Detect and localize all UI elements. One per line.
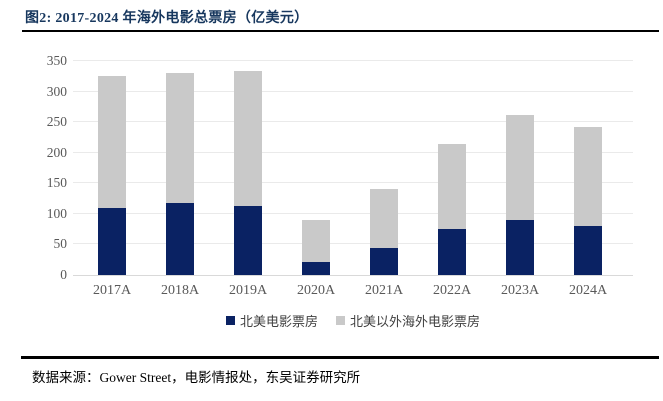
- legend-label: 北美以外海外电影票房: [350, 314, 481, 329]
- bar-segment-2020A-series-1: [302, 220, 330, 262]
- bar-2020A: [302, 220, 330, 275]
- bar-slot-2023A: [486, 61, 554, 275]
- x-axis-tick-label: 2022A: [432, 283, 472, 298]
- bar-2021A: [370, 189, 398, 275]
- bar-segment-2022A-series-0: [438, 229, 466, 275]
- gridline: [73, 182, 633, 184]
- plot-area: [73, 60, 633, 276]
- bar-2017A: [98, 75, 126, 275]
- bar-2022A: [438, 143, 466, 275]
- x-axis-baseline: [73, 275, 633, 276]
- bar-slot-2019A: [214, 61, 282, 275]
- gridline: [73, 121, 633, 123]
- bar-slot-2018A: [146, 61, 214, 275]
- bar-segment-2020A-series-0: [302, 261, 330, 275]
- y-axis: 0 50 100 150 200 250 300 350: [25, 53, 68, 282]
- bar-segment-2021A-series-1: [370, 189, 398, 248]
- x-axis-tick-label: 2024A: [568, 283, 608, 298]
- source-note: 数据来源：Gower Street，电影情报处，东吴证券研究所: [32, 370, 361, 385]
- bar-2023A: [506, 114, 534, 275]
- bar-slot-2022A: [418, 61, 486, 275]
- figure-title: 图2: 2017-2024 年海外电影总票房（亿美元）: [25, 11, 309, 26]
- bar-2019A: [234, 71, 262, 275]
- title-divider: [22, 30, 659, 32]
- bar-segment-2024A-series-0: [574, 226, 602, 275]
- y-axis-tick-label: 50: [53, 236, 68, 252]
- bar-segment-2022A-series-1: [438, 143, 466, 230]
- x-axis-tick-label: 2021A: [364, 283, 404, 298]
- stacked-bar-chart: 0 50 100 150 200 250 300 350 2017A 2018A 2019A 202…: [25, 53, 633, 330]
- bar-segment-2024A-series-1: [574, 127, 602, 227]
- x-axis-tick-label: 2017A: [92, 283, 132, 298]
- x-axis-tick-label: 2020A: [296, 283, 336, 298]
- bar-slot-2017A: [78, 61, 146, 275]
- y-axis-tick-label: 0: [60, 267, 67, 282]
- gridline: [73, 151, 633, 153]
- legend: 北美电影票房 北美以外海外电影票房: [73, 311, 633, 330]
- bar-slot-2024A: [554, 61, 622, 275]
- bar-slot-2020A: [282, 61, 350, 275]
- y-axis-tick-label: 100: [46, 205, 67, 221]
- bars-layer: [78, 61, 622, 275]
- bar-2018A: [166, 73, 194, 275]
- y-axis-tick-label: 200: [46, 144, 67, 160]
- legend-swatch-icon: [336, 316, 345, 325]
- gridline: [73, 90, 633, 92]
- bar-segment-2017A-series-1: [98, 75, 126, 208]
- bar-segment-2018A-series-0: [166, 202, 194, 275]
- x-axis-tick-label: 2023A: [500, 283, 540, 298]
- x-axis-tick-label: 2019A: [228, 283, 268, 298]
- legend-swatch-icon: [225, 316, 235, 325]
- gridline: [73, 60, 633, 61]
- bar-2024A: [574, 127, 602, 275]
- legend-item-1: 北美以外海外电影票房: [336, 311, 480, 330]
- y-axis-tick-label: 300: [46, 83, 67, 99]
- bar-segment-2018A-series-1: [166, 73, 194, 203]
- x-axis-tick-label: 2018A: [160, 283, 200, 298]
- bar-segment-2023A-series-0: [506, 219, 534, 275]
- bar-segment-2019A-series-1: [234, 71, 262, 206]
- bar-segment-2023A-series-1: [506, 114, 534, 220]
- legend-item-0: 北美电影票房: [225, 311, 318, 330]
- y-axis-tick-label: 350: [46, 53, 67, 68]
- bar-segment-2021A-series-0: [370, 247, 398, 275]
- bar-segment-2019A-series-0: [234, 205, 262, 275]
- y-axis-tick-label: 150: [46, 175, 67, 191]
- y-axis-tick-label: 250: [46, 114, 67, 130]
- gridline: [73, 243, 633, 245]
- bar-slot-2021A: [350, 61, 418, 275]
- bar-segment-2017A-series-0: [98, 207, 126, 275]
- gridline: [73, 212, 633, 214]
- footer-divider: [21, 356, 659, 359]
- x-axis: 2017A 2018A 2019A 2020A 2021A 2022A 2023A 2024A: [78, 283, 622, 299]
- legend-label: 北美电影票房: [239, 314, 318, 329]
